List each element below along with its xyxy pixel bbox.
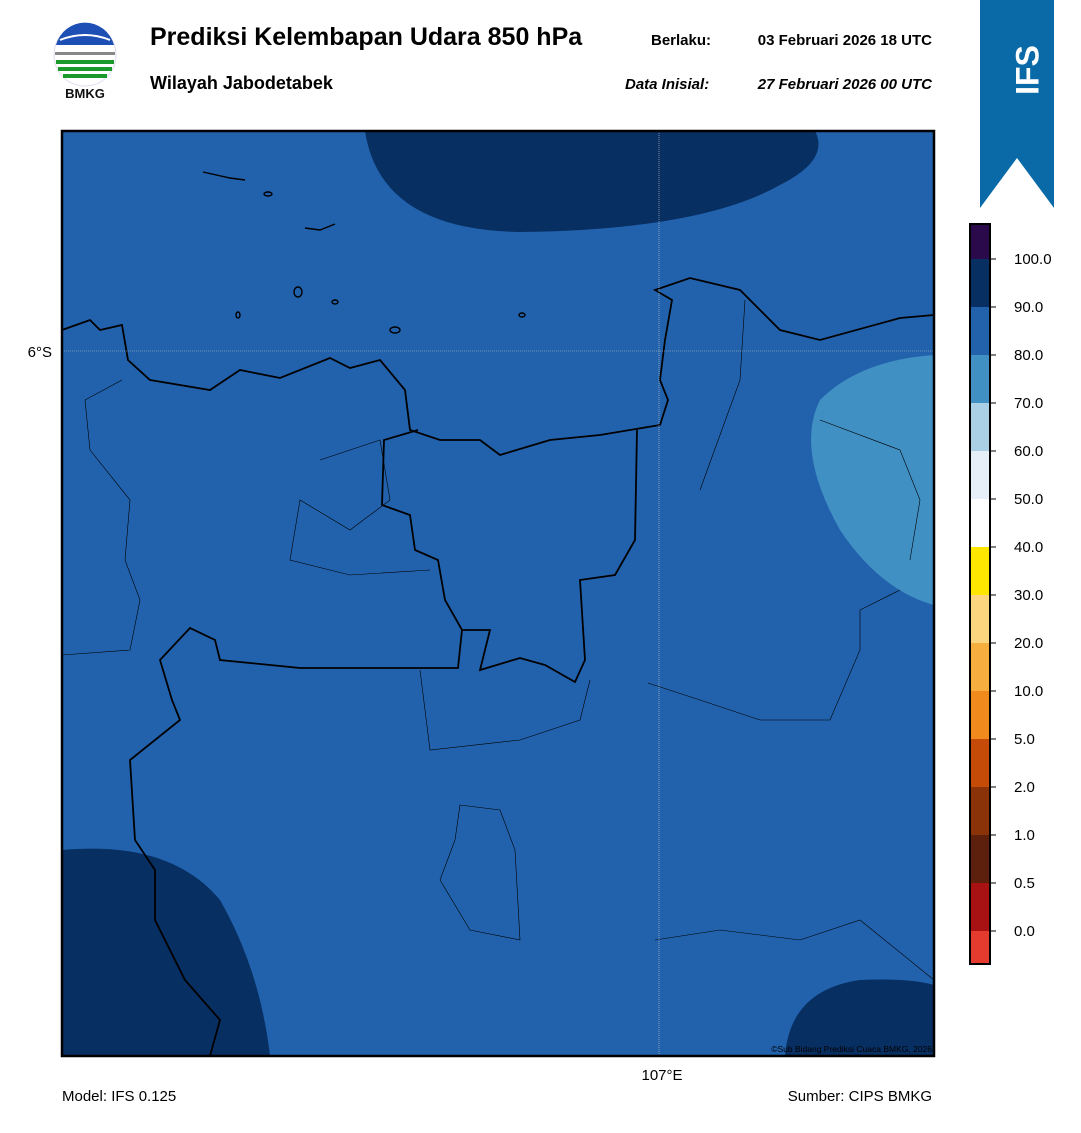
model-badge: IFS [980,0,1054,208]
colorbar-label: 100.0 [1014,251,1052,268]
colorbar-segment [970,931,990,964]
colorbar-label: 50.0 [1014,491,1043,508]
badge-text: IFS [1009,45,1045,95]
colorbar-segment [970,259,990,307]
model-info: Model: IFS 0.125 [62,1088,176,1105]
colorbar-label: 2.0 [1014,779,1035,796]
colorbar-label: 10.0 [1014,683,1043,700]
init-label: Data Inisial: [625,76,709,93]
valid-label: Berlaku: [651,32,711,49]
colorbar-label: 0.5 [1014,875,1035,892]
colorbar-label: 20.0 [1014,635,1043,652]
valid-time: 03 Februari 2026 18 UTC [758,32,932,49]
map: ©Sub Bidang Prediksi Cuaca BMKG, 2026 [62,131,934,1056]
colorbar-label: 90.0 [1014,299,1043,316]
lat-label: 6°S [28,344,52,361]
map-frame [60,129,936,1058]
colorbar-segment [970,787,990,835]
colorbar-segment [970,355,990,403]
logo: BMKG [53,22,117,101]
colorbar-segment [970,451,990,499]
region: Wilayah Jabodetabek [150,73,334,93]
logo-text: BMKG [65,86,105,101]
colorbar: 0.0 0.5 1.0 2.0 5.0 10.0 20.0 30.0 40.0 50.0 60.0 7… [969,223,1052,965]
source: Sumber: CIPS BMKG [788,1088,932,1105]
colorbar-segment [970,691,990,739]
colorbar-label: 30.0 [1014,587,1043,604]
lon-label: 107°E [641,1067,682,1084]
colorbar-segment [970,499,990,547]
colorbar-label: 1.0 [1014,827,1035,844]
colorbar-label: 80.0 [1014,347,1043,364]
colorbar-segment [970,307,990,355]
colorbar-label: 40.0 [1014,539,1043,556]
copyright: ©Sub Bidang Prediksi Cuaca BMKG, 2026 [771,1044,932,1054]
colorbar-segment [970,224,990,259]
colorbar-label: 5.0 [1014,731,1035,748]
colorbar-segment [970,883,990,931]
title: Prediksi Kelembapan Udara 850 hPa [150,23,583,51]
colorbar-segment [970,403,990,451]
colorbar-label: 0.0 [1014,923,1035,940]
colorbar-segment [970,643,990,691]
colorbar-segment [970,835,990,883]
colorbar-segment [970,595,990,643]
colorbar-label: 60.0 [1014,443,1043,460]
colorbar-label: 70.0 [1014,395,1043,412]
colorbar-segment [970,739,990,787]
colorbar-segment [970,547,990,595]
init-time: 27 Februari 2026 00 UTC [757,76,933,93]
colorbar-frame [969,223,991,965]
